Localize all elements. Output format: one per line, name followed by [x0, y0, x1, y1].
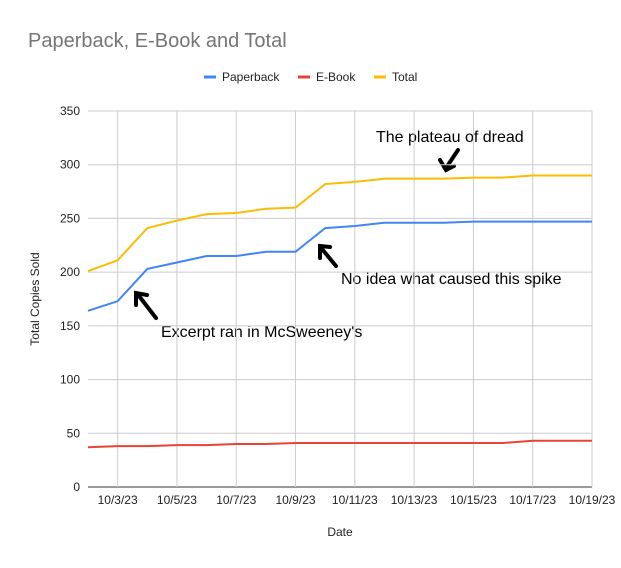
series-line [87, 220, 592, 312]
annotation: No idea what caused this spike [341, 271, 562, 288]
legend-label: Total [392, 70, 417, 84]
y-tick-label: 250 [60, 211, 80, 225]
y-tick-label: 50 [67, 426, 81, 440]
legend-label: Paperback [222, 70, 280, 84]
y-tick-label: 0 [73, 480, 80, 494]
x-tick-label: 10/7/23 [216, 493, 256, 507]
y-tick-label: 200 [60, 265, 80, 279]
x-tick-label: 10/11/23 [332, 493, 378, 507]
arrow [438, 148, 460, 173]
arrows [134, 148, 460, 320]
y-tick-label: 300 [60, 158, 80, 172]
arrow [134, 290, 158, 320]
x-tick-label: 10/15/23 [450, 493, 497, 507]
annotation: The plateau of dread [376, 129, 524, 146]
y-tick-label: 100 [60, 373, 80, 387]
x-tick-label: 10/13/23 [391, 493, 438, 507]
x-axis-title: Date [327, 525, 353, 539]
legend-label: E-Book [316, 70, 356, 84]
series-line [87, 439, 592, 449]
y-axis-title: Total Copies Sold [28, 252, 42, 345]
x-tick-label: 10/19/23 [569, 493, 616, 507]
y-tick-label: 150 [60, 319, 80, 333]
chart-title: Paperback, E-Book and Total [28, 30, 287, 52]
x-tick-label: 10/17/23 [509, 493, 556, 507]
y-tick-label: 350 [60, 104, 80, 118]
series-line [87, 174, 592, 273]
x-tick-label: 10/3/23 [98, 493, 138, 507]
x-tick-label: 10/9/23 [276, 493, 316, 507]
arrow [318, 243, 338, 268]
annotation: Excerpt ran in McSweeney's [161, 324, 362, 341]
x-tick-label: 10/5/23 [157, 493, 197, 507]
